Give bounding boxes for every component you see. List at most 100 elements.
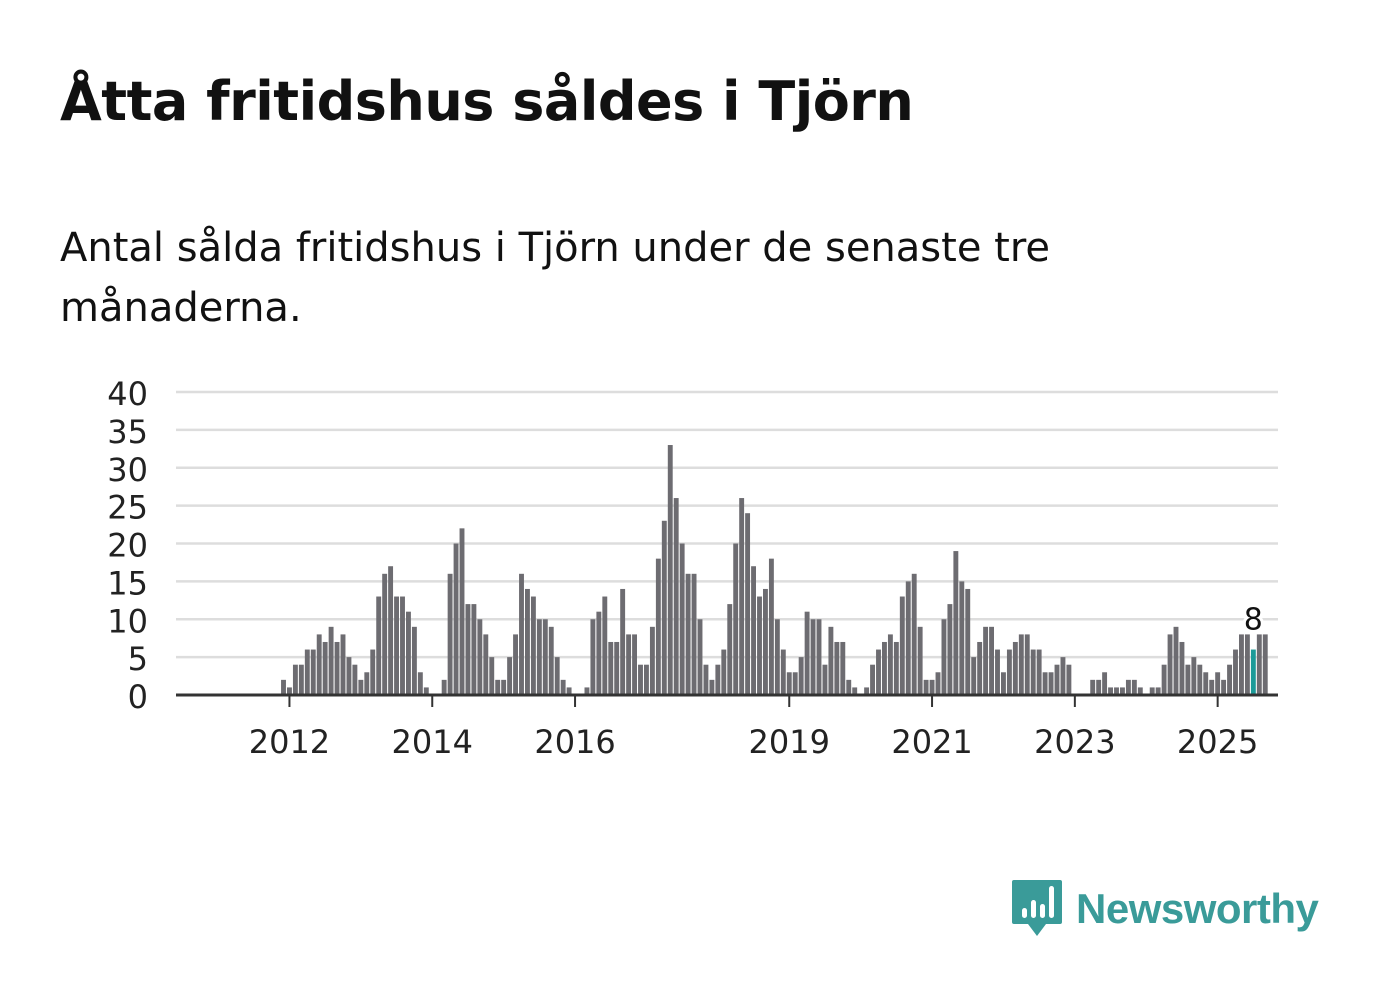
bar — [1018, 634, 1024, 695]
bar — [501, 679, 507, 695]
bar — [691, 573, 697, 695]
x-tick-label: 2014 — [392, 723, 473, 761]
bar — [489, 657, 495, 695]
bar — [774, 619, 780, 695]
bar — [364, 672, 370, 695]
bar — [513, 634, 518, 695]
bar — [566, 687, 572, 695]
x-tick-label: 2012 — [249, 723, 330, 761]
bar — [905, 581, 911, 695]
bar — [1048, 672, 1054, 695]
bar — [1149, 687, 1155, 695]
bar — [953, 551, 959, 695]
bar — [840, 641, 846, 695]
bar — [780, 649, 786, 695]
x-tick-label: 2023 — [1034, 723, 1115, 761]
y-tick-label: 5 — [128, 640, 148, 678]
bar — [786, 672, 792, 695]
bar — [1125, 679, 1131, 695]
bar — [1221, 679, 1227, 695]
x-axis: 2012 2014 2016 2019 2021 2023 2025 — [176, 693, 1278, 761]
bar — [965, 588, 971, 695]
bar — [1185, 664, 1191, 695]
bar — [709, 679, 715, 695]
bar — [1262, 634, 1268, 695]
bar — [340, 634, 346, 695]
bar — [667, 445, 673, 695]
bar — [852, 687, 858, 695]
bar — [739, 498, 745, 695]
bar — [638, 664, 643, 695]
bar — [870, 664, 875, 695]
bar — [768, 558, 774, 695]
bar — [471, 604, 477, 695]
bar — [899, 596, 905, 695]
bar — [1239, 634, 1244, 695]
bar — [792, 672, 798, 695]
bar — [834, 641, 840, 695]
bar — [1006, 649, 1012, 695]
bar — [673, 498, 679, 695]
bar — [626, 634, 632, 695]
bar — [1108, 687, 1113, 695]
bar — [959, 581, 965, 695]
bar — [590, 619, 596, 695]
bar — [929, 679, 935, 695]
bar — [1030, 649, 1036, 695]
bar — [644, 664, 649, 695]
bar — [400, 596, 405, 695]
bar — [394, 596, 399, 695]
bar — [1197, 664, 1203, 695]
bar — [1227, 664, 1232, 695]
bar — [548, 626, 554, 695]
bar — [1233, 649, 1238, 695]
bar — [822, 664, 828, 695]
highlight-bar — [1250, 649, 1256, 695]
bar — [917, 626, 923, 695]
bar — [596, 611, 602, 695]
bar — [632, 634, 637, 695]
bar — [453, 543, 459, 695]
bar — [352, 664, 358, 695]
chart-subtitle: Antal sålda fritidshus i Tjörn under de … — [60, 225, 1050, 331]
bar — [1179, 641, 1185, 695]
bar — [983, 626, 989, 695]
bar — [477, 619, 483, 695]
bar — [1244, 634, 1250, 695]
bar — [459, 528, 465, 695]
bar — [1042, 672, 1048, 695]
bar — [382, 573, 388, 695]
y-tick-label: 10 — [107, 602, 148, 640]
bar — [757, 596, 762, 695]
bar — [1131, 679, 1137, 695]
x-tick-label: 2021 — [891, 723, 972, 761]
bar — [1161, 664, 1167, 695]
bar — [322, 641, 328, 695]
bar — [810, 619, 816, 695]
bar — [989, 626, 994, 695]
bar — [703, 664, 709, 695]
bar — [721, 649, 727, 695]
bar — [977, 641, 983, 695]
bar — [1120, 687, 1125, 695]
bar — [685, 573, 691, 695]
bar — [519, 573, 524, 695]
bar — [530, 596, 536, 695]
bar — [1191, 657, 1197, 695]
bar — [1209, 679, 1215, 695]
bar — [727, 604, 733, 695]
bar — [304, 649, 310, 695]
y-tick-label: 15 — [107, 564, 148, 602]
bar — [1203, 672, 1209, 695]
brand-name: Newsworthy — [1076, 885, 1319, 932]
bar — [388, 566, 394, 695]
bar — [310, 649, 316, 695]
highlight-value-label: 8 — [1244, 603, 1263, 638]
bar — [287, 687, 292, 695]
y-tick-label: 0 — [128, 678, 148, 716]
bar — [370, 649, 376, 695]
annotations: 8 — [1241, 600, 1266, 641]
chart-title: Åtta fritidshus såldes i Tjörn — [60, 70, 914, 133]
bar — [1066, 664, 1072, 695]
